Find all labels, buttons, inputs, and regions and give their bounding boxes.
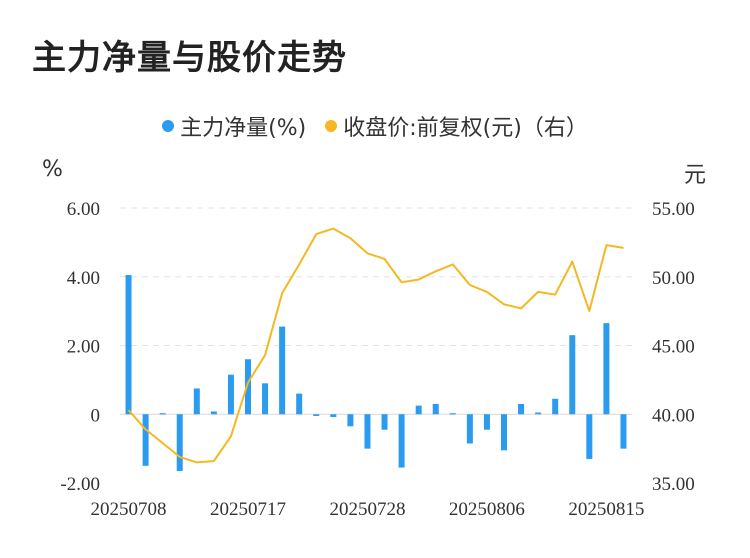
bar [552,398,559,415]
y-right-tick-label: 50.00 [652,268,695,289]
bar [210,411,217,415]
bar [313,414,320,416]
chart-title: 主力净量与股价走势 [32,38,347,78]
y-right-tick-label: 35.00 [652,474,695,495]
y-right-tick-label: 40.00 [652,405,695,426]
legend-item-bar[interactable]: 主力净量(%) [162,110,306,142]
bar [586,414,593,459]
right-axis-unit: 元 [684,163,707,188]
bar [518,403,525,415]
bar [142,414,149,466]
y-left-tick-label: -2.00 [60,474,100,495]
x-tick-label: 20250806 [449,499,525,520]
legend-line-dot-icon [325,120,338,132]
bar [449,413,456,415]
bar [176,414,183,471]
left-axis-unit: % [42,157,63,182]
bar [483,414,490,430]
bar [501,414,507,451]
y-right-tick-label: 45.00 [652,337,695,358]
y-left-tick-label: 0 [91,405,101,426]
y-left-tick-label: 4.00 [67,268,100,289]
bar [364,414,371,449]
bar [535,412,542,415]
bar [193,388,200,415]
bar [398,414,405,468]
x-tick-label: 20250708 [91,499,167,520]
bar [415,405,422,415]
bar [245,359,251,415]
y-right-tick-label: 55.00 [652,199,695,220]
legend: 主力净量(%) 收盘价:前复权(元)（右） [0,110,750,142]
bar [125,275,132,415]
bar [296,393,303,415]
legend-bar-label: 主力净量(%) [180,116,307,141]
price-line [127,227,624,464]
y-left-tick-label: 6.00 [67,199,100,220]
legend-item-line[interactable]: 收盘价:前复权(元)（右） [325,110,588,142]
bar [603,323,610,415]
x-tick-label: 20250717 [210,499,286,520]
legend-bar-dot-icon [162,120,175,132]
bar [279,326,286,415]
bar [227,374,234,415]
bar [466,414,473,444]
bar [330,414,337,417]
bar [569,335,576,415]
bar [432,403,439,415]
bar [159,413,166,415]
legend-line-label: 收盘价:前复权(元)（右） [343,116,588,141]
x-tick-label: 20250815 [568,499,644,520]
x-tick-label: 20250728 [329,499,405,520]
y-left-tick-label: 2.00 [67,337,100,358]
bar [347,414,354,427]
bar [381,414,388,430]
bar [620,414,627,449]
bar [262,383,269,415]
